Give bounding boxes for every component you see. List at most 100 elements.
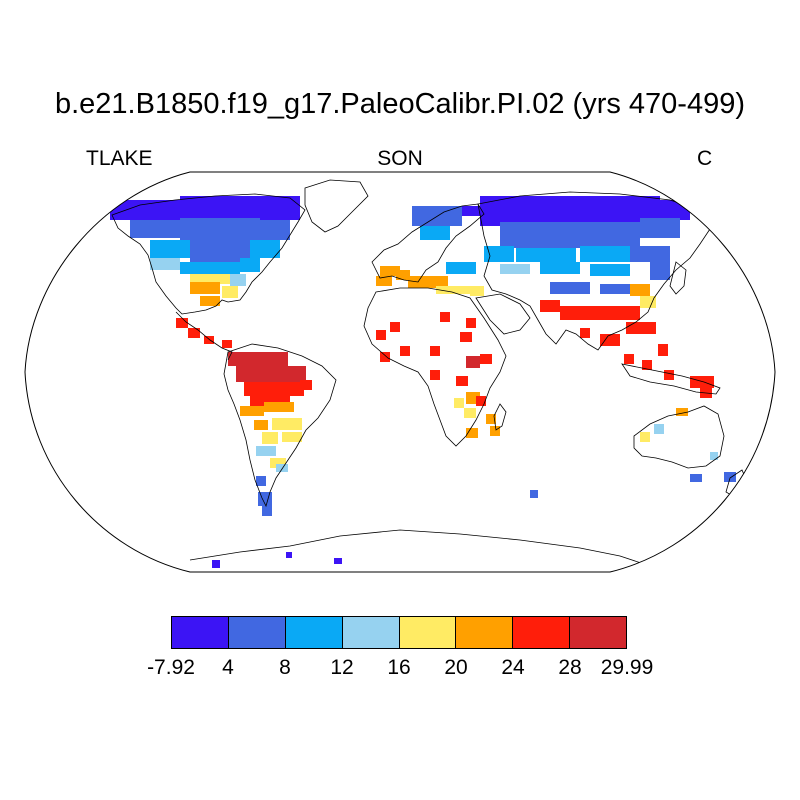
temperature-cell (300, 380, 312, 390)
temperature-cell (484, 246, 514, 262)
temperature-cell (590, 264, 630, 276)
temperature-cell (540, 300, 560, 312)
temperature-cell (180, 262, 240, 274)
temperature-cell (230, 274, 246, 286)
temperature-cell (244, 382, 304, 396)
temperature-cell (640, 432, 650, 442)
temperature-cell (650, 262, 670, 280)
temperature-cell (260, 220, 290, 240)
colorbar-label: 24 (501, 656, 525, 679)
map-border (24, 171, 776, 573)
temperature-cell (664, 370, 674, 380)
temperature-cell (540, 262, 580, 274)
temperature-cell (640, 296, 656, 308)
colorbar-box (228, 617, 286, 648)
temperature-cell (610, 306, 640, 320)
indonesia-coastline (621, 363, 721, 395)
temperature-cell (654, 424, 664, 434)
temperature-cell (256, 446, 276, 456)
temperature-cell (400, 346, 410, 356)
temperature-cell (188, 328, 200, 338)
temperature-cell (658, 344, 668, 356)
temperature-cell (624, 354, 634, 364)
temperature-cell (580, 222, 640, 246)
temperature-cell (476, 396, 486, 406)
colorbar-box (285, 617, 343, 648)
temperature-cell (130, 220, 180, 238)
temperature-cell (580, 328, 590, 338)
temperature-cell (150, 258, 180, 270)
temperature-cell (456, 376, 468, 386)
temperature-cell (256, 476, 266, 486)
temperature-cell (630, 246, 670, 262)
temperature-cell (222, 340, 232, 348)
temperature-cell (580, 246, 630, 262)
temperature-cell (380, 266, 400, 276)
temperature-cell (254, 420, 268, 430)
temperature-cell (190, 282, 220, 294)
greenland-coastline (304, 179, 369, 233)
temperature-cell (710, 452, 718, 460)
arabia-coastline (475, 293, 531, 335)
temperature-cell (490, 426, 500, 436)
temperature-cell (228, 352, 288, 366)
temperature-cell (376, 276, 392, 286)
temperature-cell (272, 418, 302, 430)
temperature-cell (150, 240, 190, 258)
temperature-cell (190, 274, 230, 284)
temperature-cell (466, 428, 478, 438)
temperature-cell (264, 402, 294, 412)
temperature-cell (690, 474, 702, 482)
temperature-cell (500, 264, 530, 274)
temperature-cell (466, 318, 476, 328)
temperature-cell (486, 414, 496, 424)
colorbar-label: -7.92 (147, 656, 195, 679)
australia-coastline (633, 405, 725, 469)
temperature-cell (626, 322, 656, 334)
antarctica-coastline (189, 529, 651, 567)
colorbar-label: 28 (558, 656, 582, 679)
temperature-cell (676, 408, 688, 416)
colorbar-label: 16 (387, 656, 411, 679)
temperature-cell (570, 196, 660, 222)
temperature-cell (630, 284, 650, 296)
temperature-cell (600, 284, 630, 294)
colorbar-label: 20 (444, 656, 468, 679)
south-america-coastline (223, 343, 337, 508)
temperature-cell (430, 346, 440, 356)
temperature-cell (240, 406, 264, 416)
temperature-cell (530, 490, 538, 498)
temperature-cell (236, 366, 306, 382)
colorbar-label: 8 (279, 656, 291, 679)
temperature-cell (270, 458, 286, 468)
colorbar-box (570, 617, 626, 648)
temperature-cell (466, 356, 480, 368)
temperature-cell (462, 206, 482, 216)
central-america-coastline (175, 311, 233, 361)
temperature-cell (180, 218, 260, 242)
temperature-cell (180, 196, 260, 218)
temperature-cell (480, 354, 492, 364)
temperature-cell (690, 376, 714, 388)
temperature-cell (262, 432, 278, 444)
temperature-cell (560, 306, 610, 320)
plot-title: b.e21.B1850.f19_g17.PaleoCalibr.PI.02 (y… (54, 88, 746, 120)
temperature-cell (516, 248, 576, 262)
variable-label: TLAKE (86, 147, 153, 170)
temperature-cell (446, 262, 476, 274)
temperature-cell (640, 218, 680, 238)
temperature-cell (480, 196, 570, 226)
temperature-cell (470, 286, 484, 296)
madagascar-coastline (493, 403, 507, 431)
north-america-coastline (111, 193, 306, 315)
colorbar-label: 12 (330, 656, 354, 679)
temperature-cell (464, 408, 476, 418)
temperature-cell (334, 558, 342, 564)
temperature-cell (212, 560, 220, 568)
temperature-cell (250, 240, 280, 258)
temperature-cell (276, 464, 288, 472)
temperature-cell (240, 258, 260, 272)
temperature-cell (420, 226, 450, 240)
europe-coastline (371, 203, 485, 283)
